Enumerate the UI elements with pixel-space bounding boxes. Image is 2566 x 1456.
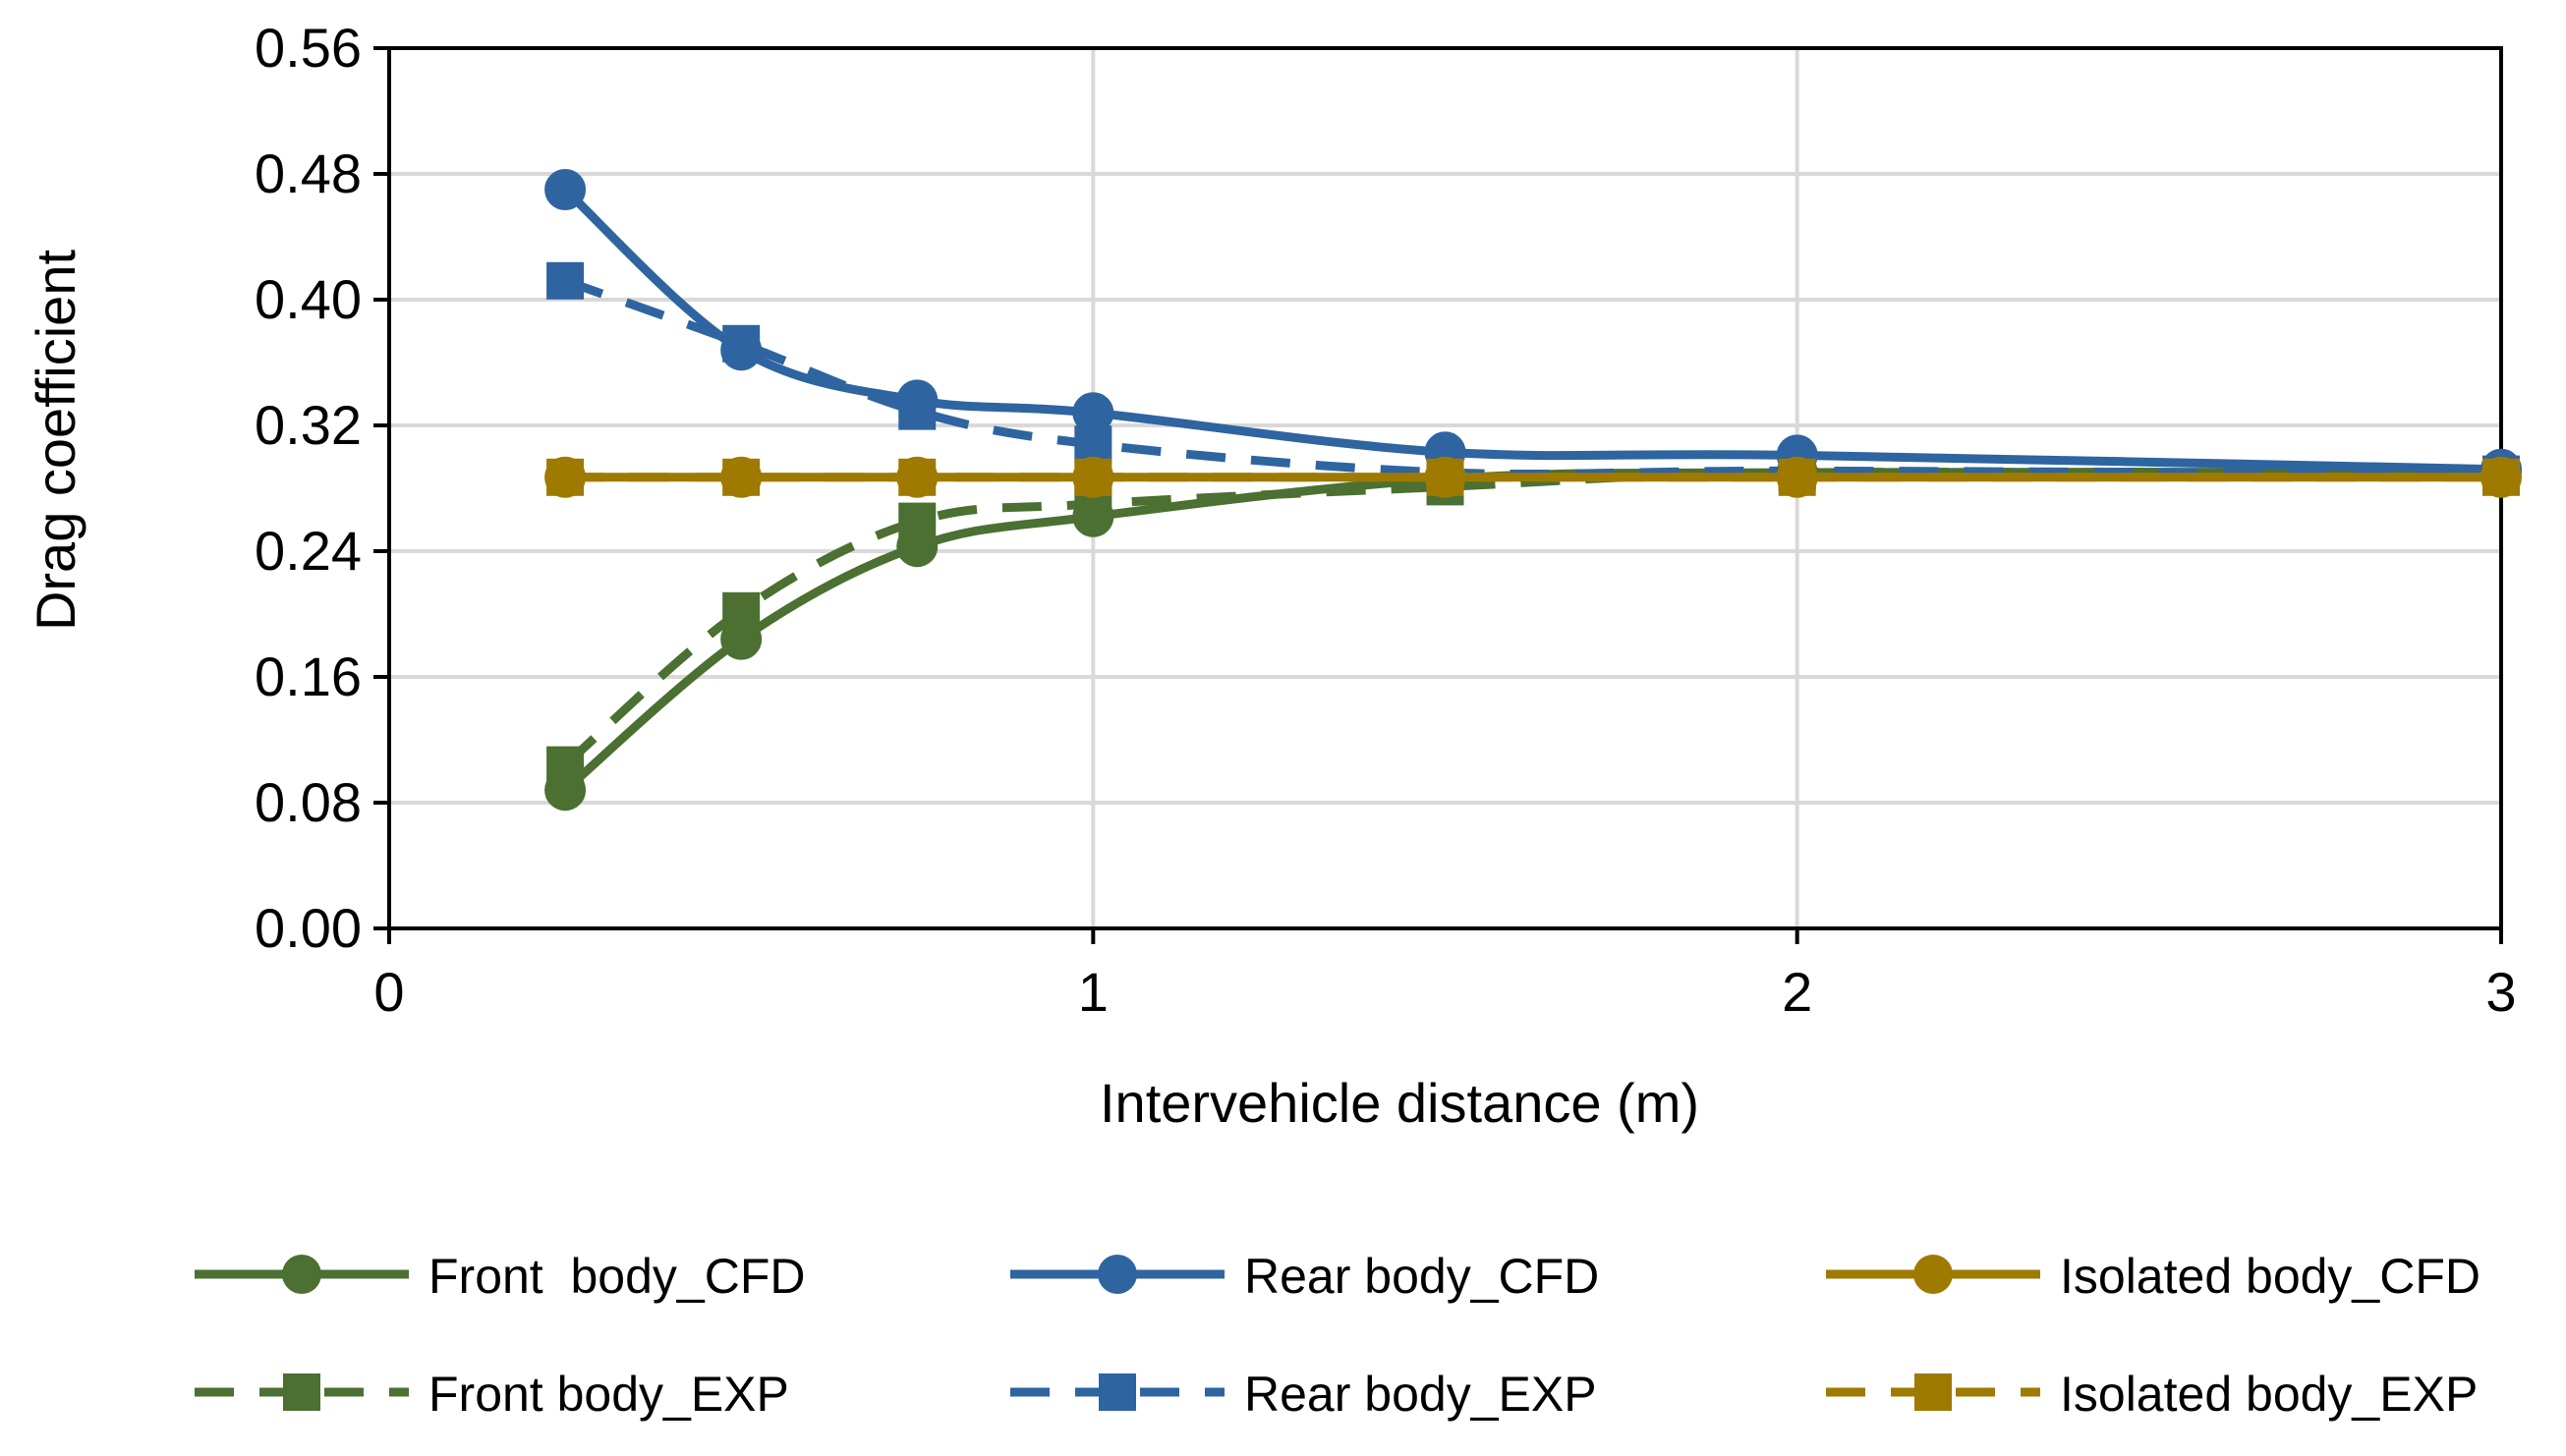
data-point xyxy=(546,458,585,496)
series-rear-body-cfd xyxy=(544,169,2522,490)
legend-item-rear-body-cfd: Rear body_CFD xyxy=(1010,1249,1599,1304)
legend-swatch-marker xyxy=(1914,1373,1952,1411)
x-tick-label: 3 xyxy=(2485,961,2516,1023)
axes: 0.00 0.08 0.16 0.24 0.32 0.40 0.48 0.56 0 1 2 3 xyxy=(255,17,2517,1023)
y-axis-title: Drag coefficient xyxy=(25,250,86,632)
legend-label: Rear body_CFD xyxy=(1244,1249,1599,1304)
y-tick-label: 0.00 xyxy=(255,897,362,959)
x-axis-title: Intervehicle distance (m) xyxy=(1100,1072,1699,1134)
data-point xyxy=(898,392,937,430)
legend-label: Front body_CFD xyxy=(428,1249,805,1304)
legend-swatch-marker xyxy=(283,1373,320,1411)
x-tick-label: 2 xyxy=(1782,961,1812,1023)
series-line xyxy=(562,468,2502,768)
series-layer xyxy=(544,169,2522,812)
gridlines xyxy=(389,48,2501,928)
legend-label: Isolated body_CFD xyxy=(2060,1249,2480,1304)
y-tick-label: 0.48 xyxy=(255,142,362,204)
legend-item-isolated-body-exp: Isolated body_EXP xyxy=(1826,1367,2478,1422)
y-tick-label: 0.40 xyxy=(255,268,362,330)
legend-label: Isolated body_EXP xyxy=(2060,1367,2478,1422)
legend-swatch-marker xyxy=(282,1255,321,1294)
y-tick-label: 0.56 xyxy=(255,17,362,79)
legend-item-front-body-cfd: Front body_CFD xyxy=(195,1249,805,1304)
data-point xyxy=(1426,458,1464,496)
legend-label: Front body_EXP xyxy=(428,1367,789,1422)
legend-item-isolated-body-cfd: Isolated body_CFD xyxy=(1826,1249,2480,1304)
series-line xyxy=(563,276,2502,479)
data-point xyxy=(546,261,585,300)
data-point xyxy=(544,169,587,210)
data-point xyxy=(898,458,937,496)
y-tick-label: 0.08 xyxy=(255,771,362,833)
data-point xyxy=(722,458,761,496)
x-tick-label: 1 xyxy=(1078,961,1109,1023)
legend-item-front-body-exp: Front body_EXP xyxy=(195,1367,789,1422)
data-point xyxy=(546,746,585,784)
series-line xyxy=(562,468,2502,794)
x-tick-label: 0 xyxy=(373,961,404,1023)
series-isolated-body-exp xyxy=(546,458,2520,496)
y-tick-label: 0.16 xyxy=(255,645,362,707)
legend-swatch-marker xyxy=(1098,1255,1137,1294)
data-point xyxy=(722,591,761,630)
series-front-body-cfd xyxy=(544,452,2522,812)
legend: Front body_CFD Rear body_CFD Isolated body… xyxy=(195,1249,2480,1422)
data-point xyxy=(898,502,937,540)
legend-item-rear-body-exp: Rear body_EXP xyxy=(1010,1367,1597,1422)
legend-swatch-marker xyxy=(1099,1373,1136,1411)
data-point xyxy=(1778,458,1816,496)
data-point xyxy=(1074,458,1112,496)
y-tick-label: 0.32 xyxy=(255,394,362,456)
series-front-body-exp xyxy=(546,454,2520,784)
data-point xyxy=(722,324,761,363)
legend-label: Rear body_EXP xyxy=(1244,1367,1597,1422)
series-line xyxy=(562,186,2502,475)
y-tick-label: 0.24 xyxy=(255,520,362,582)
legend-swatch-marker xyxy=(1913,1255,1953,1294)
data-point xyxy=(2482,458,2520,496)
